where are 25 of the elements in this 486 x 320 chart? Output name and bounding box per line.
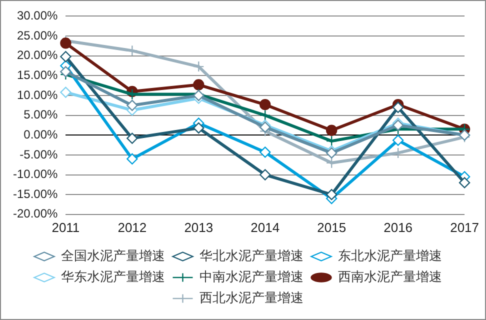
- legend-label: 全国水泥产量增速: [60, 248, 165, 264]
- x-tick-label: 2011: [52, 220, 80, 235]
- legend-label: 华北水泥产量增速: [199, 248, 304, 264]
- y-tick-label: 10.00%: [16, 88, 58, 102]
- y-tick-label: -20.00%: [12, 206, 58, 221]
- x-tick-label: 2014: [250, 220, 280, 235]
- y-tick-label: 25.00%: [16, 28, 58, 42]
- y-tick-label: -15.00%: [12, 186, 58, 201]
- y-tick-label: 0.00%: [24, 127, 58, 142]
- legend-label: 华东水泥产量增速: [60, 269, 165, 284]
- y-tick-label: -5.00%: [20, 147, 58, 162]
- legend-label: 东北水泥产量增速: [338, 248, 442, 264]
- legend-label: 中南水泥产量增速: [199, 269, 304, 284]
- legend-label: 西北水泥产量增速: [199, 290, 304, 306]
- x-tick-label: 2012: [118, 220, 147, 235]
- y-tick-label: 20.00%: [16, 48, 58, 62]
- y-tick-label: -10.00%: [12, 167, 58, 182]
- y-tick-label: 5.00%: [24, 108, 58, 122]
- x-tick-label: 2013: [184, 220, 214, 235]
- x-tick-label: 2015: [317, 220, 346, 235]
- y-tick-label: 30.00%: [16, 8, 58, 23]
- legend-label: 西南水泥产量增速: [338, 269, 442, 284]
- x-tick-label: 2016: [384, 220, 413, 235]
- x-tick-label: 2017: [450, 220, 479, 235]
- y-tick-label: 15.00%: [16, 68, 58, 82]
